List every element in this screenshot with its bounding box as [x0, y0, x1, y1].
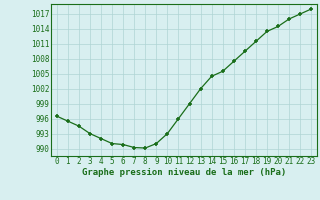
X-axis label: Graphe pression niveau de la mer (hPa): Graphe pression niveau de la mer (hPa): [82, 168, 286, 177]
